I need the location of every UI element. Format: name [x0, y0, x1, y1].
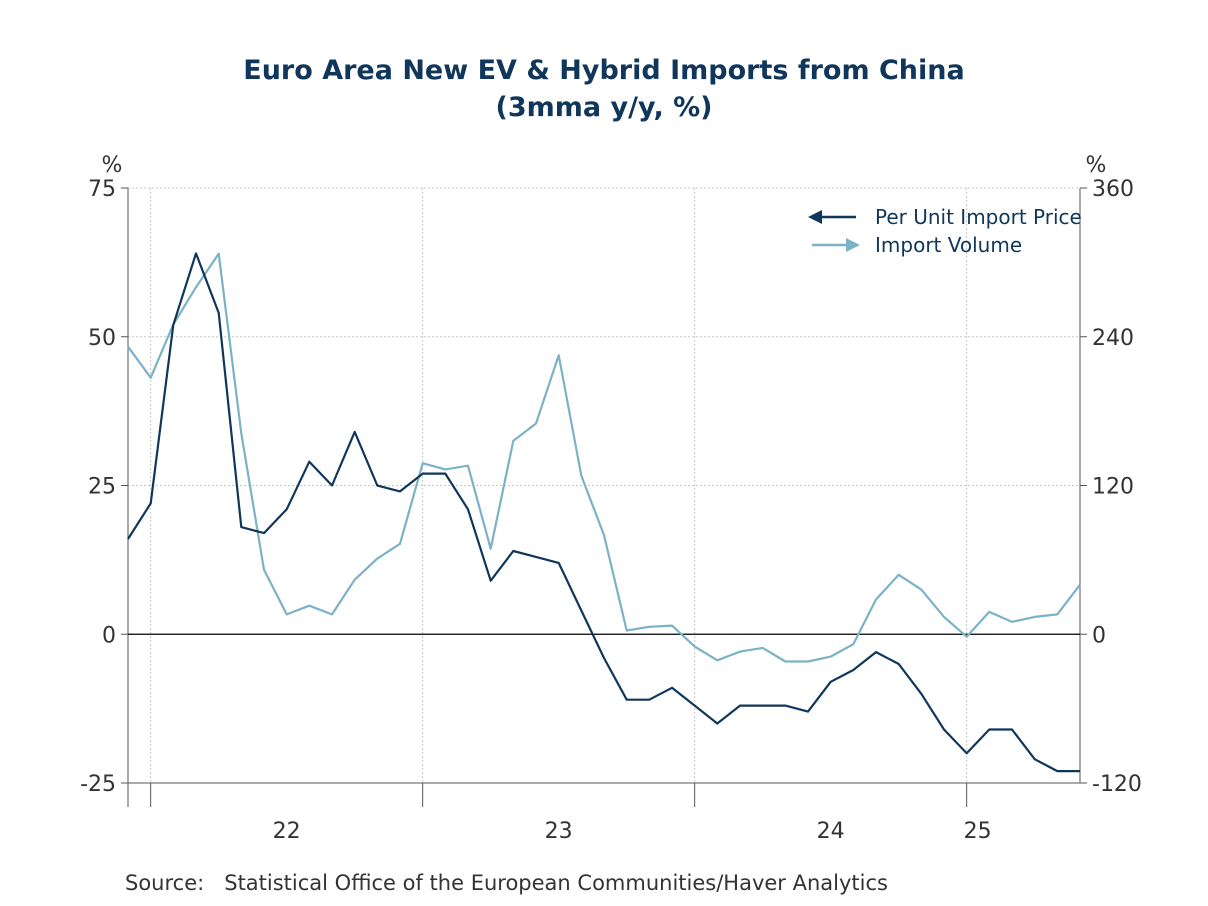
y-right-tick-label: 120: [1092, 475, 1134, 500]
y-right-tick-label: -120: [1092, 772, 1142, 797]
legend-item: Per Unit Import Price: [808, 205, 1082, 229]
legend-label: Import Volume: [875, 233, 1022, 257]
arrow-left-icon: [808, 210, 822, 224]
source-text: Statistical Office of the European Commu…: [224, 871, 888, 895]
chart-title: Euro Area New EV & Hybrid Imports from C…: [243, 55, 965, 86]
y-right-tick-label: 240: [1092, 326, 1134, 351]
x-tick-label: 22: [273, 819, 301, 844]
y-right-tick-label: 0: [1092, 623, 1106, 648]
arrow-right-icon: [846, 238, 860, 252]
x-tick-label: 25: [964, 819, 992, 844]
legend-item: Import Volume: [812, 233, 1022, 257]
legend-label: Per Unit Import Price: [875, 205, 1082, 229]
legend: Per Unit Import Price Import Volume: [808, 205, 1082, 257]
source-note: Source: Statistical Office of the Europe…: [125, 871, 888, 895]
y-left-tick-label: 50: [88, 326, 116, 351]
y-right-unit-label: %: [1086, 153, 1107, 178]
series: [127, 252, 1081, 773]
source-label: Source:: [125, 871, 205, 895]
y-left-tick-label: 75: [88, 177, 116, 202]
series-line-import-volume: [127, 252, 1081, 663]
axes: 75 50 25 0 -25 360 240 120 0 -120% % 22 23 24 25: [80, 153, 1142, 844]
y-right-tick-label: 360: [1092, 177, 1134, 202]
y-left-unit-label: %: [102, 153, 123, 178]
gridlines: [128, 187, 1080, 784]
x-tick-label: 23: [545, 819, 573, 844]
chart-subtitle: (3mma y/y, %): [495, 92, 713, 123]
series-line-per-unit-import-price: [127, 252, 1080, 773]
y-left-tick-label: -25: [80, 772, 116, 797]
y-left-tick-label: 0: [102, 623, 116, 648]
y-left-tick-label: 25: [88, 475, 116, 500]
x-tick-label: 24: [817, 819, 845, 844]
